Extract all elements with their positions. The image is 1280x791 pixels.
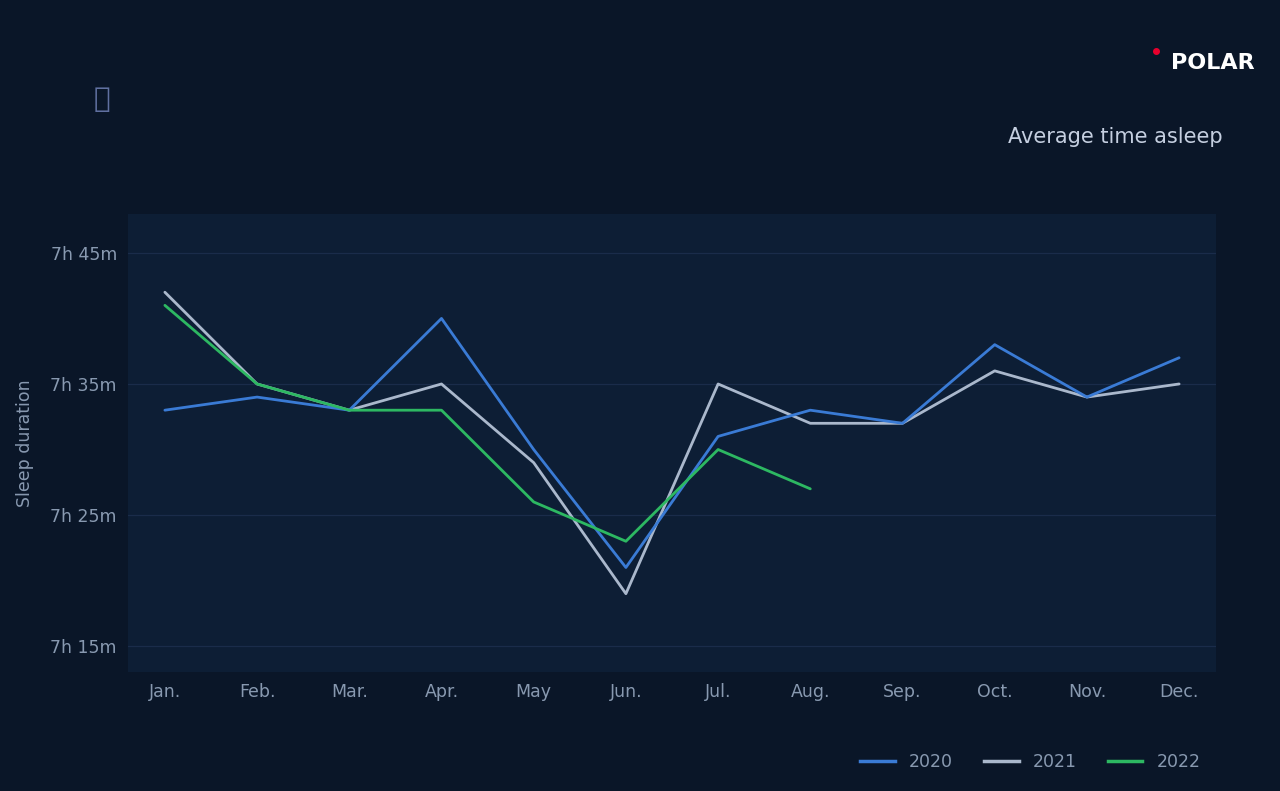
Y-axis label: Sleep duration: Sleep duration: [15, 379, 33, 507]
Text: Average time asleep: Average time asleep: [1007, 127, 1222, 146]
Text: POLAR: POLAR: [1171, 53, 1254, 74]
Text: ⏱: ⏱: [95, 85, 110, 113]
Legend: 2020, 2021, 2022: 2020, 2021, 2022: [852, 747, 1207, 778]
